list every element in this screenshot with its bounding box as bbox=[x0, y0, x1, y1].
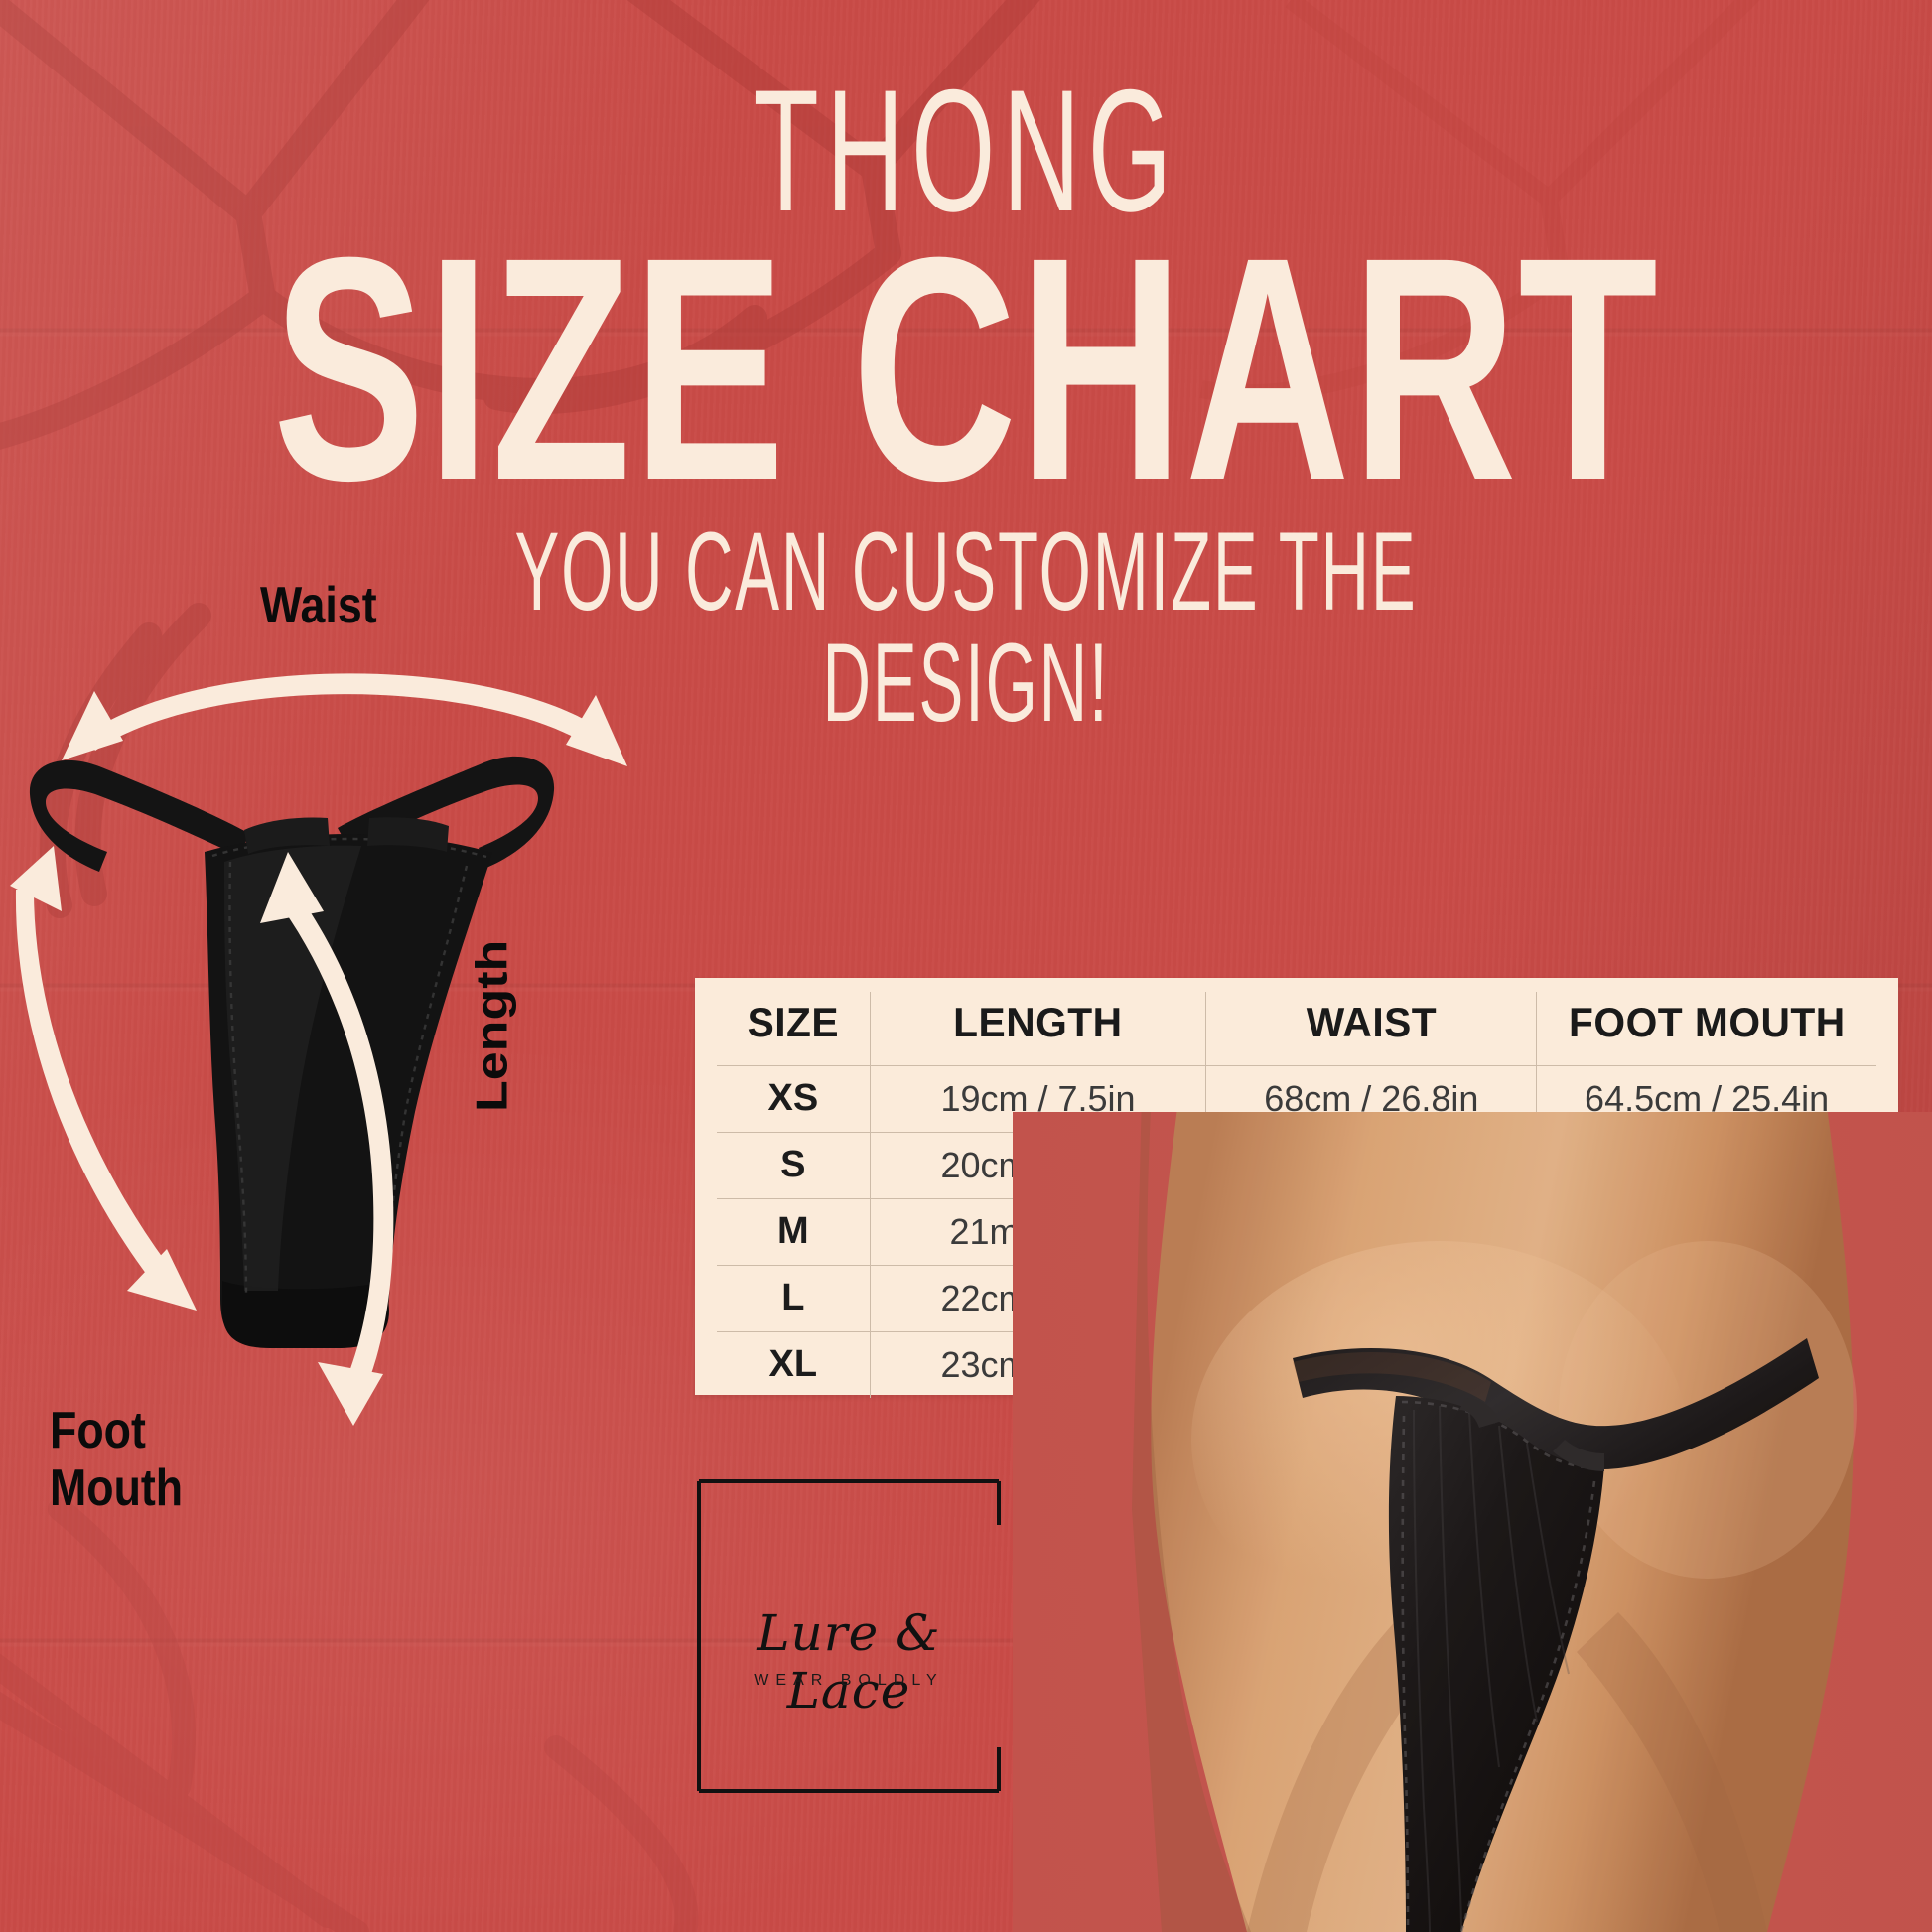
eyebrow-thong: THONG bbox=[753, 55, 1179, 248]
logo-frame-icon bbox=[697, 1479, 1001, 1793]
column-header-waist: WAIST bbox=[1210, 992, 1533, 1066]
waist-label: Waist bbox=[260, 577, 377, 634]
column-header-length: LENGTH bbox=[875, 992, 1202, 1066]
page-title: SIZE CHART bbox=[272, 191, 1660, 546]
column-header-foot-mouth: FOOT MOUTH bbox=[1541, 992, 1871, 1066]
cell-size: XL bbox=[717, 1331, 871, 1398]
cell-size: XS bbox=[717, 1065, 871, 1133]
logo-tagline: WEAR BOLDLY bbox=[754, 1672, 944, 1689]
column-header-size: SIZE bbox=[719, 992, 869, 1066]
cell-size: S bbox=[717, 1132, 871, 1199]
foot-mouth-measure-arrow bbox=[10, 846, 197, 1311]
headline-block: THONG SIZE CHART YOU CAN CUSTOMIZE THE D… bbox=[0, 55, 1932, 745]
cell-size: M bbox=[717, 1198, 871, 1266]
headline-subtitle: YOU CAN CUSTOMIZE THE DESIGN! bbox=[514, 508, 1418, 745]
foot-mouth-label: Foot Mouth bbox=[50, 1402, 184, 1518]
thong-garment bbox=[29, 756, 555, 1348]
thong-front-panel bbox=[1388, 1396, 1604, 1932]
table-header-row: SIZE LENGTH WAIST FOOT MOUTH bbox=[717, 992, 1876, 1066]
logo-wordmark: Lure & Lace bbox=[757, 1604, 941, 1720]
waist-measure-arrow bbox=[62, 673, 627, 766]
brand-logo: Lure & Lace WEAR BOLDLY bbox=[695, 1477, 1003, 1795]
thong-waist-strap bbox=[1293, 1338, 1819, 1470]
thong-product-diagram bbox=[10, 673, 627, 1426]
cell-size: L bbox=[717, 1265, 871, 1332]
length-measure-arrow bbox=[260, 852, 394, 1426]
model-photo bbox=[1013, 1112, 1932, 1932]
